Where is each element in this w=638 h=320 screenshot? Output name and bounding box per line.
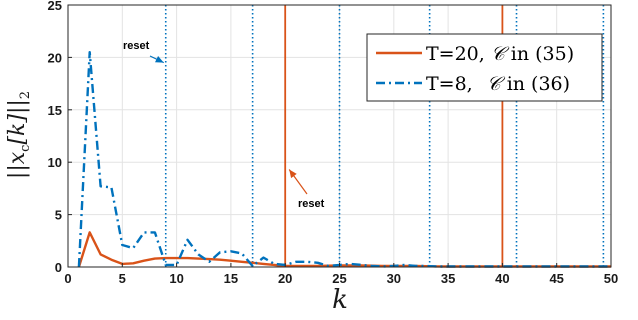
annotation-arrowhead-orange	[289, 169, 297, 179]
y-label-var: x	[5, 151, 30, 164]
y-tick-label: 0	[55, 260, 62, 275]
legend-series-1-suffix: in (35)	[511, 43, 574, 65]
x-axis-label-text: k	[332, 285, 348, 315]
x-tick-label: 25	[332, 271, 346, 286]
annotation-reset-blue: reset	[123, 40, 150, 52]
legend-entry-series-2: T=8, 𝒞 in (36)	[426, 73, 570, 95]
legend-series-1-set: 𝒞	[491, 43, 510, 65]
series-line-1	[77, 231, 611, 268]
series-line-2	[77, 51, 611, 268]
x-tick-label: 50	[604, 271, 618, 286]
x-tick-label: 5	[119, 271, 126, 286]
y-tick-label: 20	[48, 50, 62, 65]
legend-box	[366, 33, 603, 102]
x-tick-label: 20	[278, 271, 292, 286]
x-tick-label: 40	[495, 271, 509, 286]
y-tick-label: 5	[55, 208, 62, 223]
annotation-arrowhead-blue	[155, 56, 164, 63]
x-tick-label: 45	[549, 271, 563, 286]
x-tick-label: 0	[64, 271, 71, 286]
annotation-reset-orange: reset	[298, 198, 325, 210]
annotations: reset reset	[123, 40, 325, 210]
legend: T=20, 𝒞 in (35) T=8, 𝒞 in (36)	[366, 33, 603, 102]
y-label-norm-left: ||	[5, 164, 30, 179]
y-label-sub: c	[18, 145, 33, 152]
y-axis-label: ||xc[k]||2	[5, 91, 33, 179]
x-tick-label: 15	[224, 271, 238, 286]
legend-series-1-prefix: T=20,	[426, 43, 485, 65]
legend-series-2-prefix: T=8,	[426, 73, 473, 95]
y-label-norm-right: ||	[5, 99, 30, 114]
legend-series-2-set: 𝒞	[487, 73, 506, 95]
legend-series-2-suffix: in (36)	[507, 73, 570, 95]
tick-labels: 0 5 10 15 20 25 30 35 40 45 50 0 5 10 15 20 25	[48, 0, 619, 286]
legend-entry-series-1: T=20, 𝒞 in (35)	[426, 43, 574, 65]
y-tick-label: 10	[48, 155, 62, 170]
x-axis-label: k	[332, 285, 348, 315]
x-tick-label: 10	[169, 271, 183, 286]
x-tick-label: 30	[387, 271, 401, 286]
y-axis-label-text: ||xc[k]||2	[5, 91, 33, 179]
y-label-norm-sub: 2	[18, 91, 33, 99]
x-tick-label: 35	[441, 271, 455, 286]
y-label-arg: [k]	[5, 114, 30, 145]
y-tick-label: 15	[48, 103, 62, 118]
y-tick-label: 25	[48, 0, 62, 13]
